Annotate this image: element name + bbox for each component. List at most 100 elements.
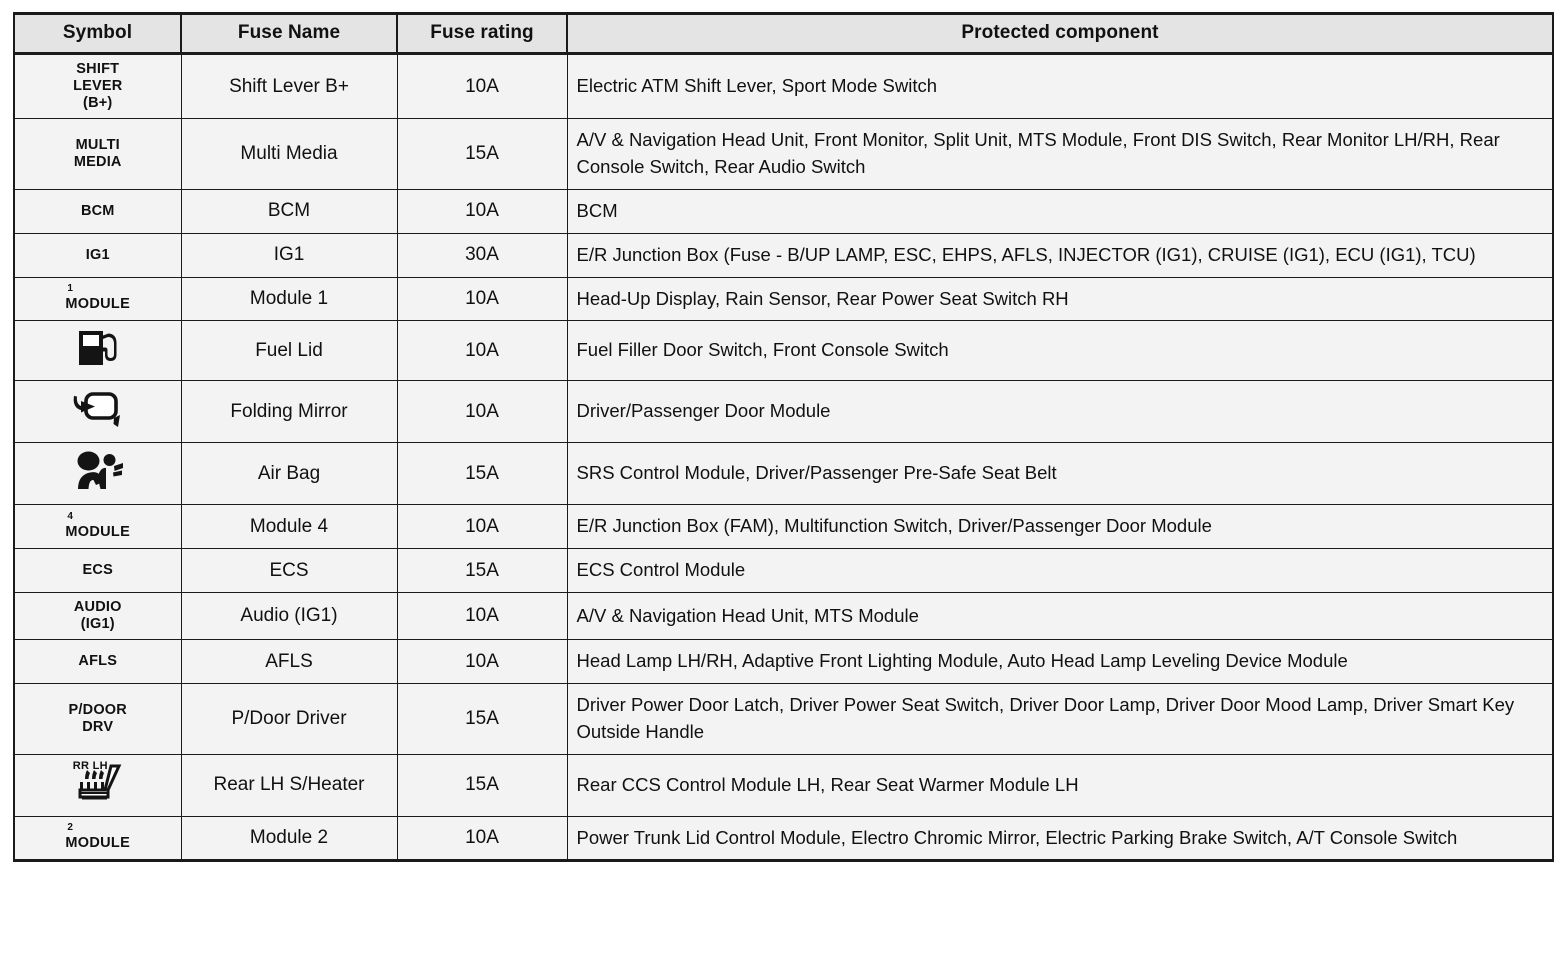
table-row: ECS ECS 15A ECS Control Module bbox=[14, 548, 1553, 594]
cell-fuse-rating: 10A bbox=[397, 320, 568, 382]
symbol-module: 1 MODULE bbox=[65, 282, 131, 312]
cell-fuse-rating: 10A bbox=[397, 592, 568, 641]
cell-fuse-name: Air Bag bbox=[181, 442, 398, 506]
cell-fuse-name: AFLS bbox=[181, 639, 398, 685]
cell-protected-component: Electric ATM Shift Lever, Sport Mode Swi… bbox=[567, 53, 1553, 120]
cell-protected-component: A/V & Navigation Head Unit, MTS Module bbox=[567, 592, 1553, 641]
cell-symbol: 1 MODULE bbox=[14, 277, 182, 322]
cell-fuse-name: Module 4 bbox=[181, 504, 398, 550]
cell-protected-component: Head Lamp LH/RH, Adaptive Front Lighting… bbox=[567, 639, 1553, 685]
cell-fuse-name: Rear LH S/Heater bbox=[181, 754, 398, 817]
table-header-row: Symbol Fuse Name Fuse rating Protected c… bbox=[14, 13, 1553, 55]
cell-fuse-rating: 10A bbox=[397, 53, 568, 120]
table-row: 1 MODULE Module 1 10A Head-Up Display, Rain … bbox=[14, 277, 1553, 322]
table-row: MULTI MEDIA Multi Media 15A A/V & Navigatio… bbox=[14, 118, 1553, 190]
fuse-box-table: Symbol Fuse Name Fuse rating Protected c… bbox=[13, 12, 1554, 863]
cell-protected-component: Rear CCS Control Module LH, Rear Seat Wa… bbox=[567, 754, 1553, 817]
cell-fuse-rating: 15A bbox=[397, 548, 568, 594]
cell-fuse-name: Fuel Lid bbox=[181, 320, 398, 382]
symbol-text: SHIFT LEVER (B+) bbox=[73, 61, 123, 112]
cell-fuse-name: Module 1 bbox=[181, 277, 398, 322]
cell-fuse-rating: 10A bbox=[397, 380, 568, 444]
cell-symbol bbox=[14, 380, 182, 444]
symbol-text: ECS bbox=[82, 562, 113, 579]
symbol-module: 4 MODULE bbox=[65, 510, 131, 540]
symbol-seat-heater-label: RR LH bbox=[72, 759, 108, 772]
cell-protected-component: A/V & Navigation Head Unit, Front Monito… bbox=[567, 118, 1553, 190]
cell-protected-component: Fuel Filler Door Switch, Front Console S… bbox=[567, 320, 1553, 382]
cell-symbol: 2 MODULE bbox=[14, 816, 182, 861]
symbol-text: MULTI MEDIA bbox=[73, 137, 122, 171]
cell-symbol: RR LH bbox=[14, 754, 182, 817]
cell-fuse-rating: 10A bbox=[397, 189, 568, 234]
seat-heater-icon bbox=[67, 763, 129, 805]
symbol-module-superscript: 2 bbox=[67, 822, 73, 834]
symbol-text: IG1 bbox=[85, 246, 110, 263]
table-row: 4 MODULE Module 4 10A E/R Junction Box (FAM)… bbox=[14, 504, 1553, 550]
cell-symbol: IG1 bbox=[14, 233, 182, 278]
cell-fuse-rating: 15A bbox=[397, 118, 568, 190]
cell-protected-component: Head-Up Display, Rain Sensor, Rear Power… bbox=[567, 277, 1553, 322]
symbol-text: AFLS bbox=[78, 653, 118, 670]
cell-symbol: 4 MODULE bbox=[14, 504, 182, 550]
cell-symbol bbox=[14, 320, 182, 382]
cell-fuse-name: P/Door Driver bbox=[181, 683, 398, 755]
cell-fuse-name: Multi Media bbox=[181, 118, 398, 190]
cell-symbol: ECS bbox=[14, 548, 182, 594]
cell-fuse-name: Shift Lever B+ bbox=[181, 53, 398, 120]
cell-symbol: MULTI MEDIA bbox=[14, 118, 182, 190]
table-row: AUDIO (IG1) Audio (IG1) 10A A/V & Navigatio… bbox=[14, 592, 1553, 641]
column-header-symbol: Symbol bbox=[14, 13, 182, 55]
folding-mirror-icon bbox=[69, 387, 127, 431]
fuel-pump-icon bbox=[75, 327, 121, 369]
cell-fuse-rating: 10A bbox=[397, 504, 568, 550]
cell-protected-component: ECS Control Module bbox=[567, 548, 1553, 594]
table-row: 2 MODULE Module 2 10A Power Trunk Lid Contro… bbox=[14, 816, 1553, 861]
column-header-fuse-name: Fuse Name bbox=[181, 13, 398, 55]
cell-fuse-name: Audio (IG1) bbox=[181, 592, 398, 641]
cell-fuse-name: Module 2 bbox=[181, 816, 398, 861]
cell-symbol: P/DOOR DRV bbox=[14, 683, 182, 755]
table-row: BCM BCM 10A BCM bbox=[14, 189, 1553, 234]
cell-fuse-rating: 10A bbox=[397, 277, 568, 322]
symbol-module-word: MODULE bbox=[65, 835, 131, 852]
table-row: IG1 IG1 30A E/R Junction Box (Fuse - B/UP L… bbox=[14, 233, 1553, 278]
symbol-text: AUDIO (IG1) bbox=[73, 599, 122, 633]
cell-fuse-rating: 10A bbox=[397, 816, 568, 861]
cell-protected-component: BCM bbox=[567, 189, 1553, 234]
column-header-protected-component: Protected component bbox=[567, 13, 1553, 55]
table-row: Air Bag 15A SRS Control Module, Driver/Pas… bbox=[14, 442, 1553, 506]
cell-fuse-rating: 15A bbox=[397, 683, 568, 755]
cell-protected-component: E/R Junction Box (Fuse - B/UP LAMP, ESC,… bbox=[567, 233, 1553, 278]
table-body: SHIFT LEVER (B+) Shift Lever B+ 10A Electri… bbox=[14, 53, 1553, 861]
table-row: P/DOOR DRV P/Door Driver 15A Driver Power D… bbox=[14, 683, 1553, 755]
symbol-seat-heater: RR LH bbox=[67, 759, 129, 805]
table-row: Folding Mirror 10A Driver/Passenger Door M… bbox=[14, 380, 1553, 444]
symbol-module-word: MODULE bbox=[65, 523, 131, 540]
air-bag-icon bbox=[69, 449, 127, 493]
cell-fuse-rating: 15A bbox=[397, 754, 568, 817]
cell-fuse-rating: 15A bbox=[397, 442, 568, 506]
symbol-text: P/DOOR DRV bbox=[68, 701, 127, 735]
cell-fuse-name: BCM bbox=[181, 189, 398, 234]
cell-protected-component: E/R Junction Box (FAM), Multifunction Sw… bbox=[567, 504, 1553, 550]
cell-fuse-name: IG1 bbox=[181, 233, 398, 278]
table-row: SHIFT LEVER (B+) Shift Lever B+ 10A Electri… bbox=[14, 53, 1553, 120]
cell-protected-component: Driver/Passenger Door Module bbox=[567, 380, 1553, 444]
cell-fuse-rating: 10A bbox=[397, 639, 568, 685]
symbol-module-superscript: 4 bbox=[67, 510, 73, 522]
symbol-module: 2 MODULE bbox=[65, 822, 131, 852]
table-row: Fuel Lid 10A Fuel Filler Door Switch, Fron… bbox=[14, 320, 1553, 382]
cell-symbol: AFLS bbox=[14, 639, 182, 685]
cell-symbol: BCM bbox=[14, 189, 182, 234]
table-header: Symbol Fuse Name Fuse rating Protected c… bbox=[14, 13, 1553, 55]
symbol-module-word: MODULE bbox=[65, 295, 131, 312]
symbol-module-superscript: 1 bbox=[67, 282, 73, 294]
cell-protected-component: Driver Power Door Latch, Driver Power Se… bbox=[567, 683, 1553, 755]
cell-protected-component: Power Trunk Lid Control Module, Electro … bbox=[567, 816, 1553, 861]
cell-protected-component: SRS Control Module, Driver/Passenger Pre… bbox=[567, 442, 1553, 506]
cell-fuse-name: ECS bbox=[181, 548, 398, 594]
cell-fuse-rating: 30A bbox=[397, 233, 568, 278]
cell-symbol bbox=[14, 442, 182, 506]
